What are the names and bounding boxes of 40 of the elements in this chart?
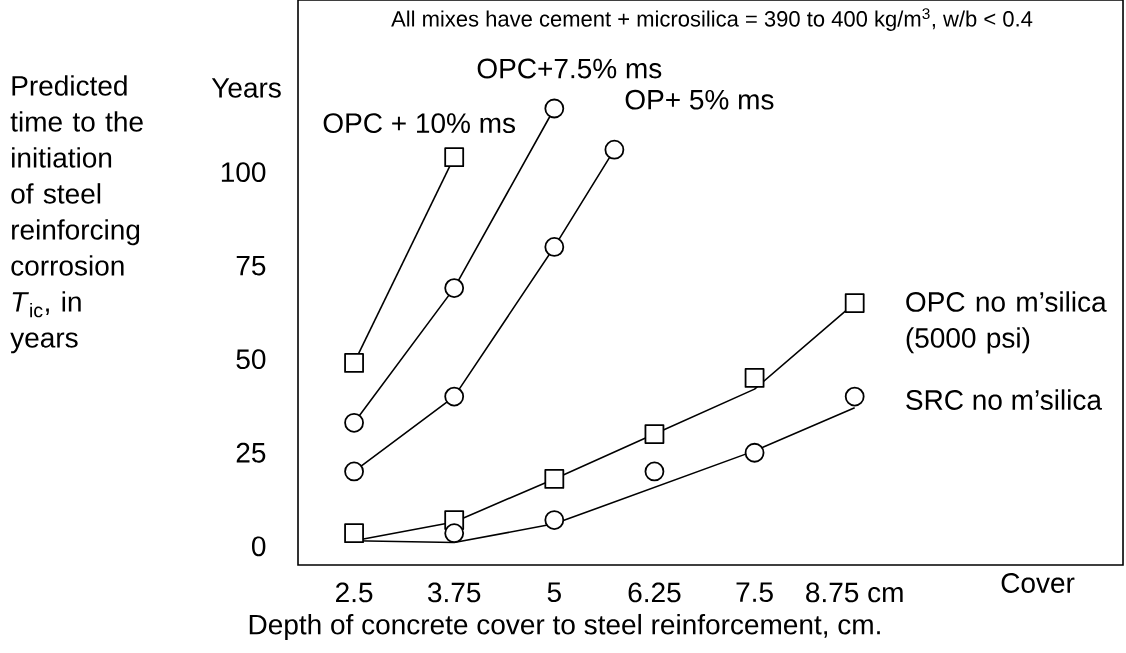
- x-tick-label: 5: [547, 582, 561, 603]
- point: [544, 469, 565, 489]
- annotation: All mixes have cement + microsilica = 390 to 400 kg/m$^{3}$, w/b < 0.4: [391, 8, 1033, 31]
- point: [344, 523, 364, 544]
- point: [444, 523, 465, 544]
- series-label: OP+ 5% ms: [625, 89, 774, 110]
- text: Cover: [1001, 573, 1075, 593]
- point: [544, 98, 565, 119]
- y-tick-label: 0: [251, 536, 266, 557]
- point: [644, 461, 665, 482]
- point: [744, 368, 765, 388]
- point: [604, 139, 625, 160]
- point: [344, 461, 364, 482]
- series-label: SRC no m’silica: [906, 389, 1102, 410]
- point: [544, 237, 565, 257]
- x-tick-label: 6.25: [628, 582, 681, 603]
- x-tick-label: 2.5: [336, 582, 373, 603]
- point: [444, 147, 465, 168]
- series-label: OPC no m’silica (5000 psi): [906, 291, 1107, 354]
- point: [444, 278, 465, 299]
- text: Predicted time to the initiation of steel reinforcing corrosion T$_{ic}$, in years: [10, 75, 143, 354]
- y-tick-label: 100: [221, 162, 266, 183]
- point: [844, 386, 865, 407]
- point: [444, 386, 465, 407]
- point: [344, 412, 364, 433]
- point: [844, 293, 865, 313]
- point: [344, 353, 364, 373]
- x-tick-label: 8.75 cm: [806, 582, 903, 603]
- point: [644, 424, 665, 444]
- y-tick-label: 50: [236, 349, 266, 370]
- x-tick-label: 7.5: [736, 582, 773, 603]
- point: [544, 510, 565, 530]
- x-tick-label: 3.75: [428, 582, 481, 603]
- series-label: OPC+7.5% ms: [477, 58, 662, 79]
- y-tick-label: 75: [236, 255, 266, 276]
- x-axis-title: Depth of concrete cover to steel reinforcement, cm.: [249, 613, 880, 641]
- point: [744, 442, 765, 463]
- series-label: OPC + 10% ms: [323, 113, 516, 134]
- y-tick-label: 25: [236, 442, 266, 463]
- text: Years: [211, 78, 281, 98]
